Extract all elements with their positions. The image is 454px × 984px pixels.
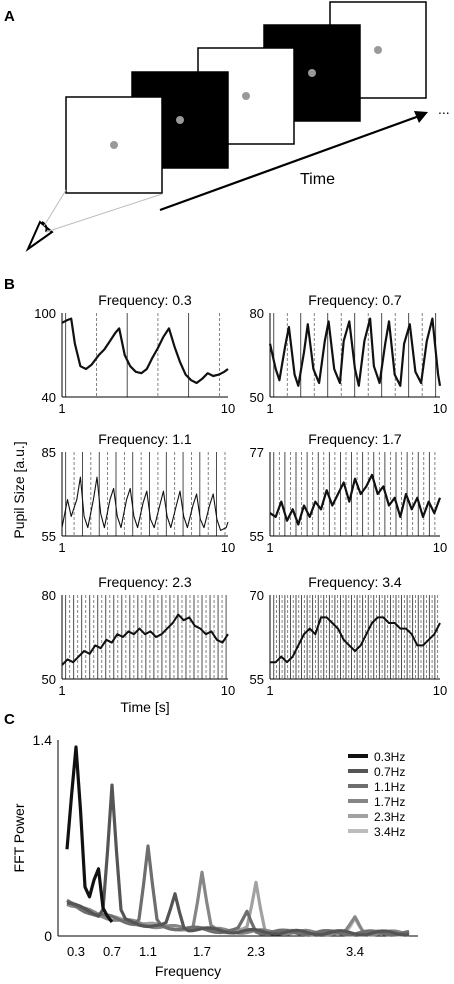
x-tick-label: 1 [266, 683, 273, 698]
x-tick-label: 10 [433, 540, 447, 555]
y-tick-label: 77 [250, 445, 264, 460]
fixation-dot [110, 141, 118, 149]
subplot-title: Frequency: 3.4 [308, 574, 402, 590]
pupil-size-axis-label: Pupil Size [a.u.] [11, 441, 27, 538]
panel-c-label: C [4, 711, 15, 728]
x-tick-label: 0.7 [103, 944, 121, 959]
subplot-title: Frequency: 1.7 [308, 431, 402, 447]
subplot-title: Frequency: 0.7 [308, 292, 402, 308]
panel-a-label: A [4, 8, 15, 25]
fft-series-line [65, 745, 114, 924]
x-tick-label: 2.3 [247, 944, 265, 959]
pupil-series-line [61, 613, 229, 666]
y-tick-label: 50 [42, 672, 56, 687]
subplot-title: Frequency: 1.1 [98, 431, 192, 447]
legend-label: 1.1Hz [374, 780, 405, 794]
y-tick-label: 50 [250, 390, 264, 405]
panel-b-label: B [4, 276, 15, 293]
fixation-dot [374, 46, 382, 54]
legend-label: 0.3Hz [374, 750, 405, 764]
x-tick-label: 3.4 [346, 944, 364, 959]
subplot-title: Frequency: 2.3 [98, 574, 192, 590]
subplot-title: Frequency: 0.3 [98, 292, 192, 308]
time-arrow [159, 111, 428, 212]
time-axis-label: Time [300, 171, 335, 188]
fft-series-line [66, 783, 410, 937]
frequency-axis-label: Frequency [155, 963, 221, 979]
y-tick-label: 0 [44, 928, 52, 944]
pupil-series-line [268, 317, 442, 387]
fixation-dot [176, 116, 184, 124]
legend-label: 3.4Hz [374, 825, 405, 839]
sight-line [43, 189, 67, 227]
fft-power-axis-label: FFT Power [11, 803, 27, 872]
x-tick-label: 10 [221, 540, 235, 555]
fft-power-plot: 1.4 0 0.3 0.7 1.1 1.7 2.3 3.4 Frequency FFT Power… [11, 732, 418, 979]
x-tick-label: 1 [266, 540, 273, 555]
pupil-series-line [270, 616, 441, 664]
pupil-plot: Frequency: 0.3 40 100 1 10 [34, 292, 235, 416]
y-tick-label: 85 [42, 445, 56, 460]
x-tick-label: 10 [221, 683, 235, 698]
y-tick-label: 80 [42, 588, 56, 603]
x-tick-label: 1 [58, 683, 65, 698]
y-tick-label: 100 [34, 306, 56, 321]
pupil-series-line [61, 476, 229, 531]
x-tick-label: 10 [221, 401, 235, 416]
x-tick-label: 1 [58, 540, 65, 555]
fixation-dot [242, 92, 250, 100]
x-tick-label: 1.7 [193, 944, 211, 959]
y-tick-label: 70 [250, 588, 264, 603]
x-tick-label: 10 [433, 683, 447, 698]
sight-line [45, 193, 163, 233]
y-tick-label: 40 [42, 390, 56, 405]
x-tick-label: 10 [433, 401, 447, 416]
y-tick-label: 55 [250, 672, 264, 687]
x-tick-label: 1 [266, 401, 273, 416]
y-tick-label: 55 [42, 529, 56, 544]
ellipsis: ... [438, 101, 450, 117]
legend-label: 0.7Hz [374, 765, 405, 779]
y-tick-label: 55 [250, 529, 264, 544]
legend-label: 2.3Hz [374, 810, 405, 824]
time-seconds-axis-label: Time [s] [120, 699, 169, 715]
pupil-series-line [61, 317, 229, 385]
y-tick-label: 80 [250, 306, 264, 321]
pupil-series-line [269, 473, 442, 526]
pupil-plots: Frequency: 0.3 40 100 1 10 Frequency: 0.7 50 80… [34, 292, 447, 698]
y-tick-label: 1.4 [33, 732, 53, 748]
legend-label: 1.7Hz [374, 795, 405, 809]
fixation-dot [308, 69, 316, 77]
pupil-plot: Frequency: 3.4 55 70 1 10 [250, 574, 448, 698]
eye-icon [25, 189, 163, 252]
stimulus-frames [65, 1, 427, 194]
x-tick-label: 1.1 [139, 944, 157, 959]
x-tick-label: 0.3 [67, 944, 85, 959]
x-tick-label: 1 [58, 401, 65, 416]
pupil-plot: Frequency: 1.1 55 85 1 10 [42, 431, 236, 555]
pupil-plot: Frequency: 1.7 55 77 1 10 [250, 431, 448, 555]
